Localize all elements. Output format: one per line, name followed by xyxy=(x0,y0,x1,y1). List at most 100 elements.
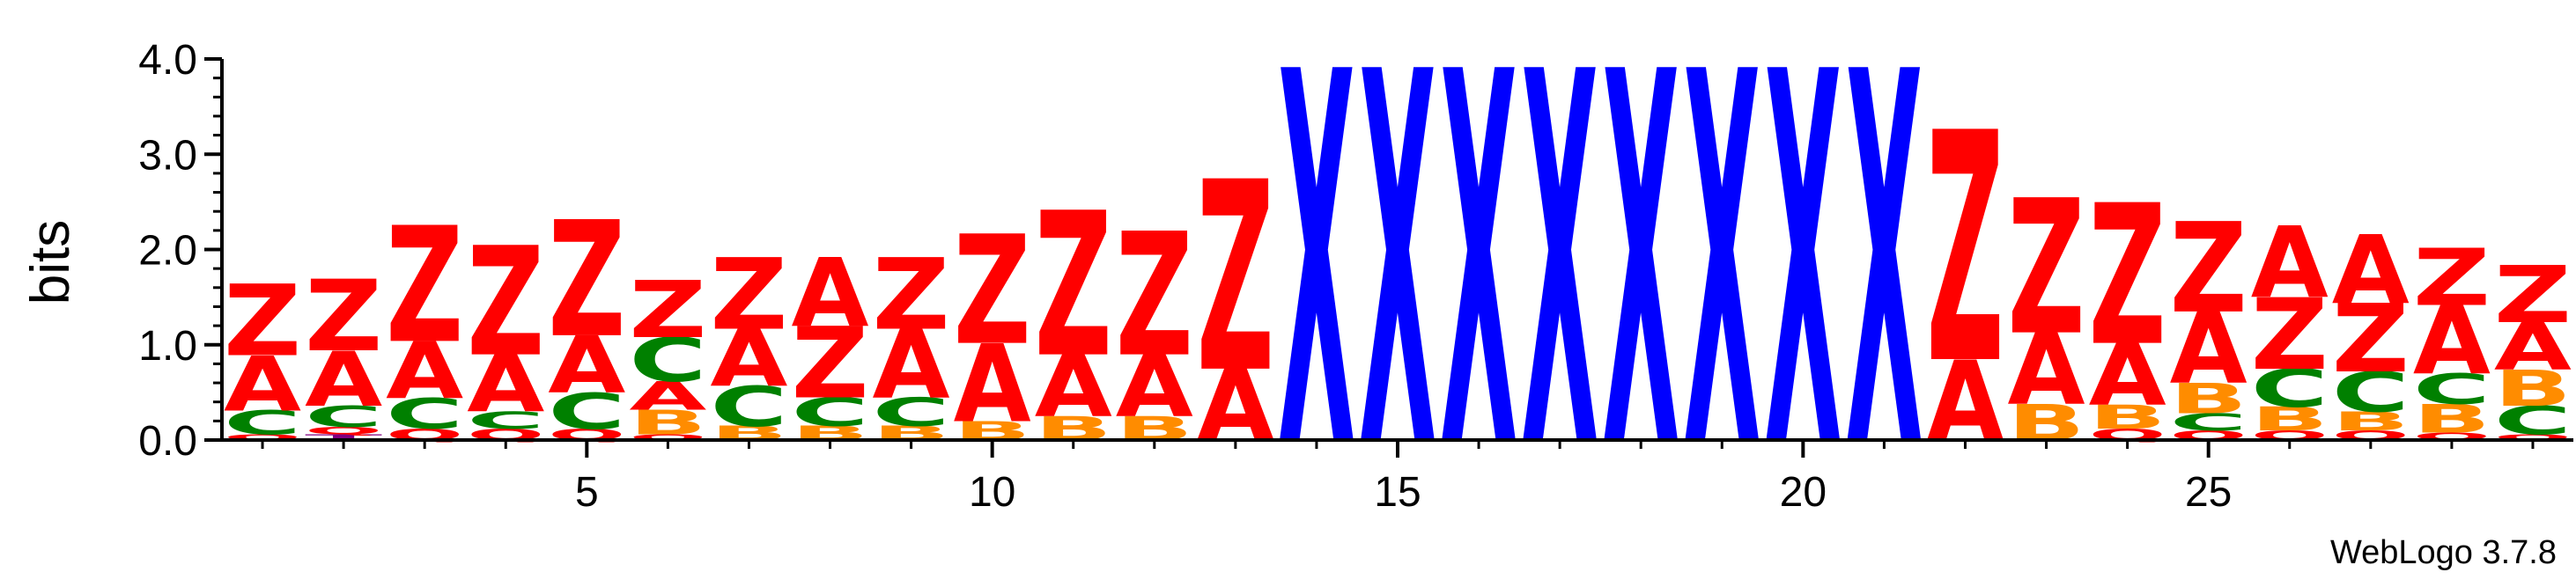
logo-glyph-Q: Q xyxy=(305,425,382,437)
logo-glyph-Z: Z xyxy=(2413,232,2491,324)
logo-column-11: BAZ xyxy=(1035,170,1112,448)
logo-glyph-A: A xyxy=(873,312,950,421)
logo-glyph-A: A xyxy=(2089,326,2166,424)
logo-glyph-X: X xyxy=(1764,0,1842,561)
logo-column-19: X xyxy=(1683,0,1760,561)
logo-glyph-A: A xyxy=(1035,337,1112,436)
logo-glyph-Z: Z xyxy=(305,260,382,374)
logo-glyph-C: C xyxy=(710,375,787,439)
logo-glyph-Z: Z xyxy=(1197,128,1274,430)
logo-glyph-C: C xyxy=(2251,359,2329,420)
logo-glyph-B: B xyxy=(2251,400,2329,438)
logo-glyph-C: C xyxy=(2413,365,2491,415)
logo-glyph-B: B xyxy=(2089,399,2166,437)
logo-glyph-B: B xyxy=(629,403,706,443)
logo-glyph-B: B xyxy=(2170,375,2248,423)
logo-glyph-Z: Z xyxy=(791,307,868,421)
logo-glyph-Z: Z xyxy=(467,216,544,390)
logo-glyph-C: C xyxy=(873,390,950,436)
logo-glyph-Z: Z xyxy=(1926,67,2004,435)
logo-glyph-A: A xyxy=(710,313,787,405)
logo-glyph-Z: Z xyxy=(2494,250,2572,341)
logo-column-14: X xyxy=(1278,0,1355,561)
logo-glyph-C: C xyxy=(386,390,463,439)
logo-glyph-Z: Z xyxy=(2089,163,2166,388)
y-tick-label: 0.0 xyxy=(138,418,197,465)
logo-glyph-Z: Z xyxy=(1035,170,1112,401)
logo-column-10: BAZ xyxy=(954,204,1031,446)
x-tick-label: 25 xyxy=(2185,469,2232,516)
logo-glyph-A: A xyxy=(2413,287,2491,396)
logo-glyph-C: C xyxy=(2170,409,2248,437)
logo-column-22: AZ xyxy=(1926,67,2004,467)
logo-glyph-X: X xyxy=(1683,0,1760,561)
logo-glyph-X: X xyxy=(1845,0,1923,561)
logo-glyph-A: A xyxy=(954,322,1031,446)
x-tick-label: 15 xyxy=(1374,469,1421,516)
logo-glyph-Z: Z xyxy=(710,238,787,352)
weblogo-credit: WebLogo 3.7.8 xyxy=(2330,534,2557,571)
logo-stacks: QCAZTQCAZQCAZQCAZQCAZQBACZBCAZBCZABCAZBA… xyxy=(224,0,2572,561)
logo-glyph-C: C xyxy=(548,383,625,441)
y-tick-label: 4.0 xyxy=(138,37,197,84)
logo-glyph-Q: Q xyxy=(629,433,706,442)
logo-glyph-A: A xyxy=(2332,216,2410,326)
logo-glyph-Z: Z xyxy=(2332,284,2410,393)
logo-column-13: AZ xyxy=(1197,128,1274,463)
logo-column-23: BAZ xyxy=(2008,160,2085,452)
y-axis-title: bits xyxy=(20,220,81,305)
logo-glyph-A: A xyxy=(2251,207,2329,321)
logo-glyph-Z: Z xyxy=(2251,279,2329,393)
logo-glyph-C: C xyxy=(224,404,301,442)
logo-column-18: X xyxy=(1602,0,1679,561)
logo-glyph-A: A xyxy=(1116,337,1193,436)
logo-glyph-X: X xyxy=(1278,0,1355,561)
logo-glyph-Z: Z xyxy=(954,204,1031,378)
logo-column-12: BAZ xyxy=(1116,196,1193,448)
logo-glyph-C: C xyxy=(2494,399,2572,444)
logo-column-21: X xyxy=(1845,0,1923,561)
logo-glyph-Z: Z xyxy=(548,188,625,373)
logo-column-16: X xyxy=(1440,0,1517,561)
logo-glyph-X: X xyxy=(1602,0,1679,561)
logo-glyph-C: C xyxy=(791,390,868,436)
logo-glyph-Q: Q xyxy=(2494,433,2572,442)
logo-glyph-A: A xyxy=(467,340,544,431)
logo-glyph-Z: Z xyxy=(2170,197,2248,341)
logo-column-17: X xyxy=(1521,0,1598,561)
y-tick-label: 3.0 xyxy=(138,132,197,179)
logo-glyph-Z: Z xyxy=(629,265,706,356)
logo-glyph-B: B xyxy=(2332,407,2410,437)
logo-glyph-X: X xyxy=(1359,0,1436,561)
logo-glyph-Q: Q xyxy=(224,433,301,442)
logo-glyph-A: A xyxy=(305,335,382,424)
logo-glyph-Z: Z xyxy=(2008,160,2085,377)
logo-glyph-C: C xyxy=(467,407,544,434)
logo-glyph-A: A xyxy=(2494,309,2572,385)
logo-glyph-A: A xyxy=(629,374,706,419)
logo-glyph-Z: Z xyxy=(386,194,463,379)
logo-glyph-A: A xyxy=(548,320,625,412)
logo-glyph-A: A xyxy=(386,326,463,417)
logo-glyph-X: X xyxy=(1440,0,1517,561)
logo-glyph-A: A xyxy=(2170,292,2248,407)
x-tick-label: 10 xyxy=(969,469,1015,516)
x-tick-label: 20 xyxy=(1780,469,1827,516)
logo-glyph-T: T xyxy=(305,433,382,442)
logo-glyph-Z: Z xyxy=(873,238,950,352)
logo-glyph-Z: Z xyxy=(224,265,301,378)
